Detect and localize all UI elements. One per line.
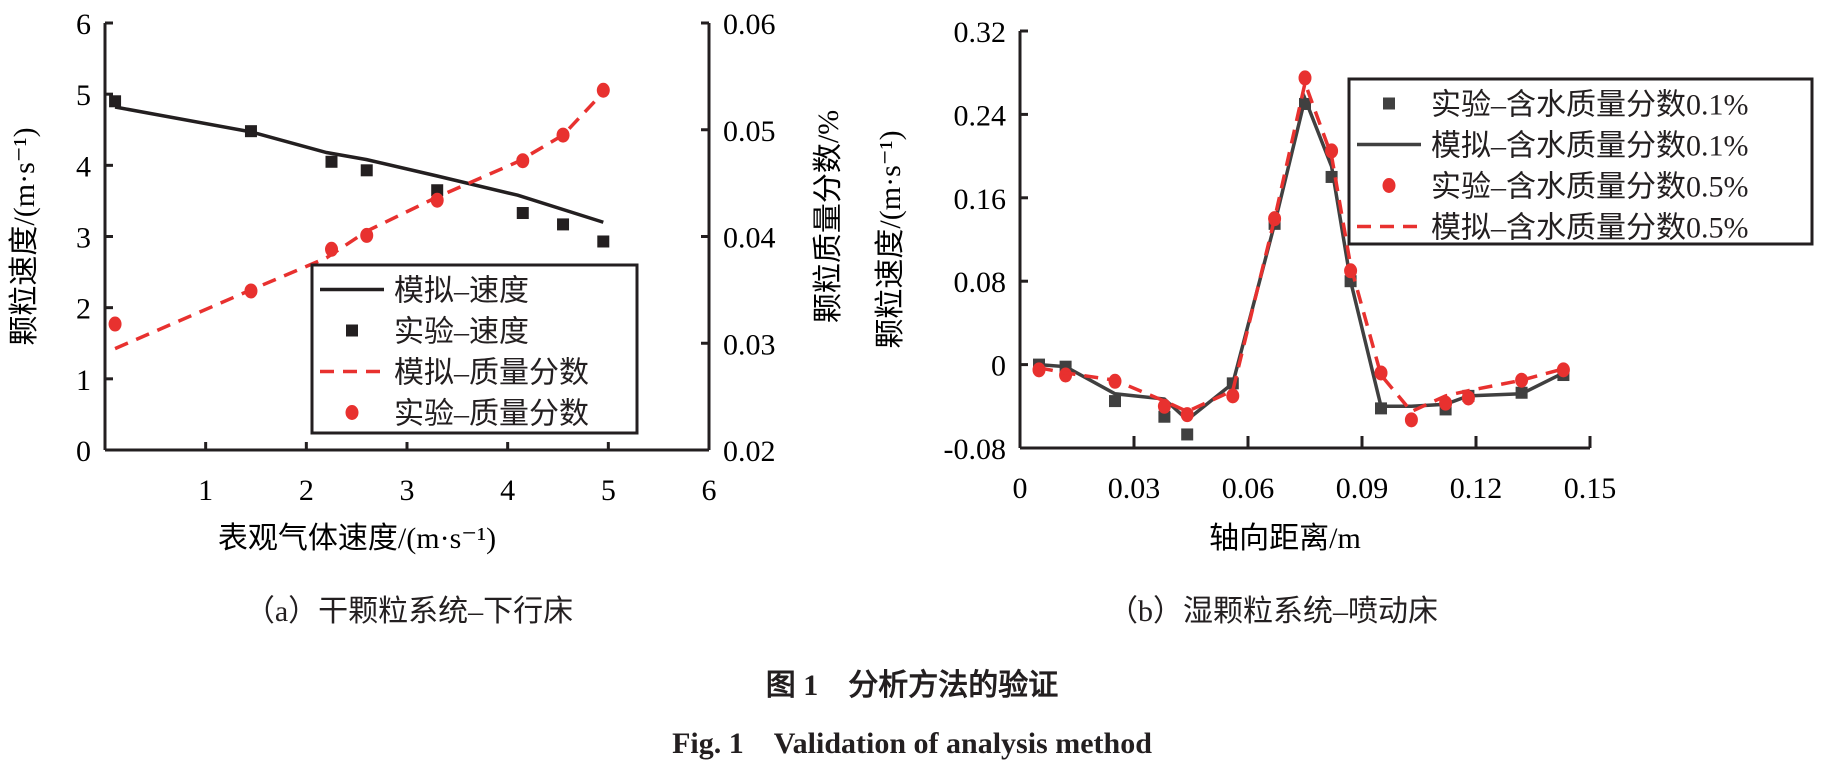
b-series-line-1: [1038, 92, 1565, 423]
a-xtick-label-0: 1: [198, 474, 213, 507]
b-point-2-8: [1325, 143, 1339, 159]
a-ytick-label-6: 6: [76, 8, 91, 41]
b-point-2-0: [1032, 362, 1046, 378]
a-ytick-label-4: 4: [76, 150, 91, 183]
a-x-axis-label: 表观气体速度/(m·s⁻¹): [218, 522, 496, 555]
b-point-2-4: [1180, 407, 1194, 423]
b-ytick-label-5: 0.32: [954, 16, 1007, 49]
a-y2tick-label-3: 0.05: [723, 115, 776, 148]
a-point-1-4: [431, 184, 444, 197]
b-xtick-label-0: 0: [1013, 472, 1028, 505]
b-x-axis-label: 轴向距离/m: [1209, 522, 1361, 555]
a-point-3-1: [244, 283, 258, 299]
a-ytick-label-1: 1: [76, 364, 91, 397]
a-xtick-label-3: 4: [500, 474, 515, 507]
a-y2tick-label-2: 0.04: [723, 222, 776, 255]
a-point-1-2: [325, 155, 338, 168]
a-point-3-0: [108, 316, 122, 332]
figure-title-en: Fig. 1 Validation of analysis method: [672, 727, 1152, 760]
b-point-0-4: [1181, 428, 1194, 441]
a-point-3-2: [325, 241, 338, 257]
b-legend-label-2: 实验–含水质量分数0.5%: [1431, 171, 1749, 204]
b-ytick-label-3: 0.16: [954, 183, 1007, 216]
a-legend-label-1: 实验–速度: [394, 316, 529, 349]
caption-b: （b）湿颗粒系统–喷动床: [1108, 595, 1438, 628]
b-ytick-label-2: 0.08: [954, 266, 1007, 299]
b-legend-label-0: 实验–含水质量分数0.1%: [1431, 89, 1749, 122]
a-y2tick-label-4: 0.06: [723, 8, 776, 41]
b-xtick-label-2: 0.06: [1222, 472, 1275, 505]
a-ytick-label-0: 0: [76, 435, 91, 468]
a-series-line-0: [114, 105, 604, 224]
b-legend-swatch-2: [1382, 178, 1396, 193]
b-y-axis-label: 颗粒速度/(m·s⁻¹): [874, 130, 907, 348]
a-xtick-label-4: 5: [601, 474, 616, 507]
b-point-2-14: [1515, 372, 1529, 388]
b-point-2-11: [1404, 412, 1418, 428]
a-legend-label-3: 实验–质量分数: [394, 398, 589, 431]
a-point-1-3: [360, 164, 373, 177]
a-point-3-5: [516, 153, 530, 169]
b-point-2-15: [1556, 362, 1570, 378]
b-legend-label-1: 模拟–含水质量分数0.1%: [1431, 130, 1749, 163]
a-legend-box: [310, 263, 639, 435]
a-point-1-6: [557, 218, 570, 231]
a-legend-swatch-1: [346, 324, 358, 337]
a-xtick-label-5: 6: [702, 474, 717, 507]
a-point-1-5: [516, 207, 529, 220]
a-point-3-4: [430, 192, 444, 208]
b-point-0-2: [1109, 395, 1121, 408]
figure-title-cn: 图 1 分析方法的验证: [765, 669, 1059, 702]
a-ytick-label-3: 3: [76, 222, 91, 255]
b-xtick-label-4: 0.12: [1450, 472, 1503, 505]
a-point-1-7: [597, 235, 610, 248]
b-point-0-3: [1158, 410, 1171, 423]
b-ytick-label-1: 0: [991, 350, 1006, 383]
a-ytick-label-2: 2: [76, 293, 91, 326]
a-y2tick-label-0: 0.02: [723, 435, 776, 468]
b-legend-swatch-0: [1383, 97, 1395, 110]
b-point-2-5: [1226, 388, 1240, 404]
a-point-1-0: [109, 95, 122, 108]
b-point-2-13: [1461, 390, 1475, 406]
b-series-line-3: [1038, 76, 1564, 414]
b-ytick-label-4: 0.24: [954, 99, 1007, 132]
a-point-3-7: [596, 82, 610, 98]
a-point-3-3: [360, 227, 374, 243]
a-legend-label-2: 模拟–质量分数: [394, 357, 589, 390]
caption-a: （a）干颗粒系统–下行床: [244, 595, 574, 628]
a-legend-label-0: 模拟–速度: [394, 275, 529, 308]
a-y2-axis-label: 颗粒质量分数/%: [812, 110, 845, 323]
a-y2tick-label-1: 0.03: [723, 328, 776, 361]
a-legend-swatch-3: [345, 405, 359, 420]
b-xtick-label-1: 0.03: [1108, 472, 1161, 505]
b-point-2-7: [1298, 70, 1312, 86]
b-point-2-3: [1157, 398, 1171, 414]
b-ytick-label-0: -0.08: [944, 433, 1007, 466]
a-ytick-label-5: 5: [76, 79, 91, 112]
b-xtick-label-3: 0.09: [1336, 472, 1389, 505]
b-xtick-label-5: 0.15: [1564, 472, 1617, 505]
b-legend-box: [1347, 77, 1814, 246]
a-xtick-label-2: 3: [400, 474, 415, 507]
a-xtick-label-1: 2: [299, 474, 314, 507]
b-point-2-12: [1439, 395, 1453, 411]
a-series-line-2: [114, 91, 605, 351]
a-point-1-1: [244, 125, 257, 138]
a-y-axis-label: 颗粒速度/(m·s⁻¹): [8, 127, 41, 345]
b-point-2-6: [1268, 211, 1282, 227]
a-point-3-6: [556, 127, 570, 143]
b-legend-label-3: 模拟–含水质量分数0.5%: [1431, 212, 1749, 245]
